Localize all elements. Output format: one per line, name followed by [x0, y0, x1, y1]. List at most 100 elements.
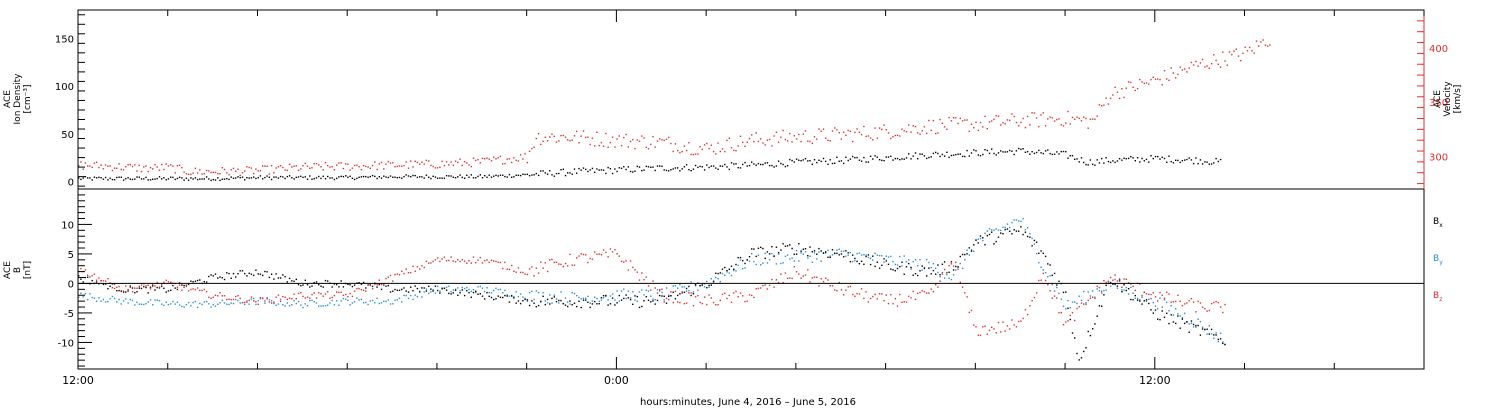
by-series-point — [353, 301, 356, 303]
by-series-point — [760, 264, 762, 266]
by-series-point — [919, 259, 921, 261]
by-series-point — [614, 299, 616, 301]
density-series-point — [511, 176, 513, 178]
velocity-series-point — [793, 135, 795, 137]
bx-series-point — [1089, 334, 1092, 337]
bz-series-point — [475, 261, 477, 264]
velocity-series-point — [957, 122, 959, 125]
velocity-series-point — [739, 135, 742, 137]
bz-series-point — [138, 285, 140, 288]
bz-series-point — [1060, 311, 1062, 314]
bz-series-point — [531, 266, 533, 268]
velocity-series-point — [822, 128, 825, 130]
bz-series-point — [116, 286, 118, 288]
density-series-point — [1154, 155, 1157, 158]
velocity-series-point — [1105, 97, 1107, 99]
bx-series-point — [692, 293, 695, 295]
bz-series-point — [102, 280, 105, 282]
velocity-series-point — [1168, 79, 1170, 81]
density-series-point — [979, 155, 982, 157]
density-series-point — [1067, 157, 1069, 159]
bz-series-point — [872, 295, 874, 298]
density-series-point — [555, 172, 558, 175]
bz-series-point — [170, 281, 172, 283]
density-series-point — [1217, 160, 1219, 163]
density-series-point — [625, 168, 627, 171]
velocity-series-point — [351, 167, 354, 169]
density-series-point — [331, 177, 333, 179]
by-series-point — [874, 252, 876, 254]
by-series-point — [187, 301, 190, 304]
by-series-point — [282, 304, 284, 306]
density-series-point — [961, 155, 964, 158]
density-series-point — [1029, 153, 1031, 155]
bx-series-point — [127, 290, 129, 292]
bx-series-point — [1071, 332, 1074, 334]
by-series-point — [1006, 223, 1009, 225]
velocity-series-point — [1092, 118, 1094, 120]
velocity-series-point — [668, 136, 670, 139]
bz-series-point — [118, 285, 120, 288]
bz-series-point — [1035, 292, 1038, 294]
bz-series-point — [952, 265, 955, 267]
by-series-point — [679, 283, 681, 286]
velocity-series-point — [313, 163, 315, 165]
velocity-series-point — [919, 133, 921, 135]
by-series-point — [275, 304, 277, 306]
by-series-point — [1148, 298, 1150, 300]
bx-series-point — [540, 300, 542, 303]
density-series-point — [113, 179, 116, 181]
velocity-series-point — [694, 153, 697, 155]
density-series-point — [809, 160, 811, 162]
velocity-series-point — [1172, 72, 1175, 74]
by-series-point — [1213, 337, 1215, 339]
density-series-point — [1083, 161, 1085, 164]
density-series-point — [185, 177, 188, 179]
bz-series-point — [331, 296, 333, 299]
bx-series-point — [706, 287, 708, 289]
bx-series-point — [784, 245, 787, 247]
by-series-point — [244, 303, 246, 306]
by-series-point — [939, 276, 941, 278]
velocity-series-point — [1015, 121, 1018, 124]
bx-series-point — [1197, 324, 1199, 327]
bz-series-point — [268, 301, 271, 303]
density-series-point — [268, 176, 271, 178]
by-series-point — [995, 228, 997, 230]
bx-series-point — [762, 247, 764, 250]
bx-series-point — [573, 302, 576, 304]
by-series-point — [297, 300, 300, 303]
by-series-point — [378, 302, 380, 305]
by-series-point — [1150, 293, 1152, 296]
velocity-series-point — [490, 160, 493, 162]
bx-series-point — [282, 274, 284, 276]
density-series-point — [394, 176, 396, 178]
bz-series-point — [1083, 303, 1085, 305]
bx-series-point — [569, 300, 571, 302]
by-series-point — [607, 299, 609, 301]
bz-series-point — [203, 288, 205, 291]
density-series-point — [324, 178, 327, 180]
density-series-point — [607, 166, 609, 169]
density-series-point — [764, 162, 766, 164]
density-series-point — [773, 166, 775, 168]
bx-series-point — [181, 284, 183, 286]
by-series-point — [690, 281, 692, 283]
bx-series-point — [158, 287, 161, 289]
velocity-series-point — [856, 128, 858, 130]
bz-series-point — [849, 285, 852, 288]
bz-series-point — [1215, 300, 1217, 303]
velocity-series-point — [268, 173, 271, 175]
density-series-point — [986, 149, 988, 152]
bx-series-point — [1192, 323, 1195, 326]
by-series-point — [78, 296, 80, 298]
density-series-point — [176, 177, 179, 180]
velocity-series-point — [1154, 78, 1157, 80]
velocity-series-point — [1181, 69, 1184, 71]
density-series-point — [228, 178, 230, 181]
bz-series-point — [356, 287, 358, 290]
density-series-point — [522, 173, 524, 175]
density-series-point — [1092, 163, 1094, 165]
velocity-series-point — [1060, 124, 1062, 126]
bz-series-point — [679, 301, 681, 304]
